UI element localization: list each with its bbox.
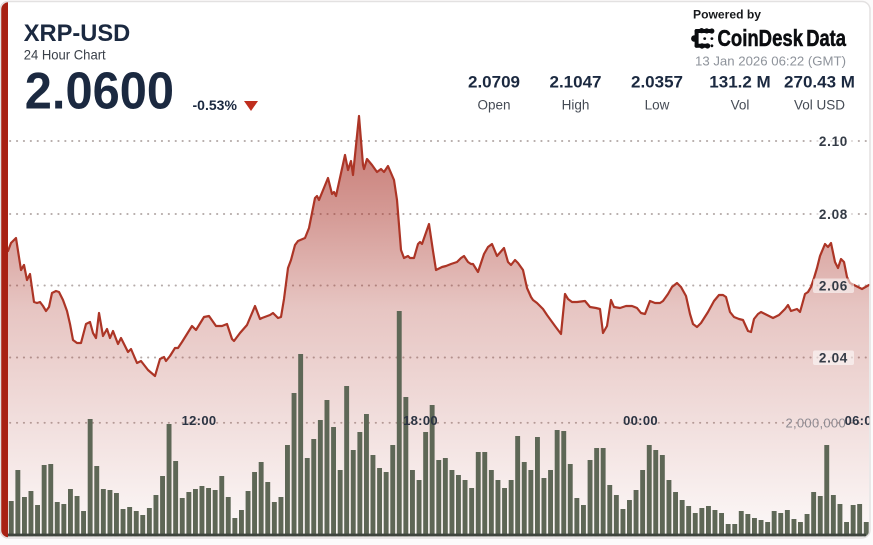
svg-text:06:00: 06:00	[845, 413, 873, 428]
svg-text:2.08: 2.08	[819, 207, 848, 222]
svg-text:Data: Data	[806, 25, 847, 51]
svg-text:131.2 M: 131.2 M	[709, 73, 770, 92]
svg-text:Low: Low	[645, 98, 670, 113]
svg-text:12:00: 12:00	[182, 413, 217, 428]
svg-text:High: High	[562, 98, 590, 113]
svg-text:2.1047: 2.1047	[550, 73, 602, 92]
svg-text:Powered by: Powered by	[693, 10, 762, 22]
svg-text:CoinDesk: CoinDesk	[718, 25, 804, 51]
svg-text:2,000,000: 2,000,000	[785, 416, 846, 431]
svg-text:XRP-USD: XRP-USD	[24, 20, 131, 47]
svg-text:2.0600: 2.0600	[25, 63, 174, 121]
svg-text:2.04: 2.04	[819, 350, 848, 365]
svg-text:2.10: 2.10	[819, 134, 848, 149]
svg-text:13 Jan 2026 06:22 (GMT): 13 Jan 2026 06:22 (GMT)	[695, 54, 846, 69]
svg-text:270.43 M: 270.43 M	[784, 73, 855, 92]
svg-text:Vol: Vol	[731, 98, 750, 113]
svg-text:2.06: 2.06	[819, 278, 848, 293]
svg-text:Open: Open	[477, 98, 510, 113]
svg-text:00:00: 00:00	[623, 413, 658, 428]
svg-text:-0.53%: -0.53%	[193, 97, 238, 113]
svg-text:2.0357: 2.0357	[631, 73, 683, 92]
svg-text:2.0709: 2.0709	[468, 73, 520, 92]
svg-text:18:00: 18:00	[403, 413, 438, 428]
svg-text:Vol USD: Vol USD	[794, 98, 845, 113]
svg-text:24 Hour Chart: 24 Hour Chart	[24, 47, 106, 63]
